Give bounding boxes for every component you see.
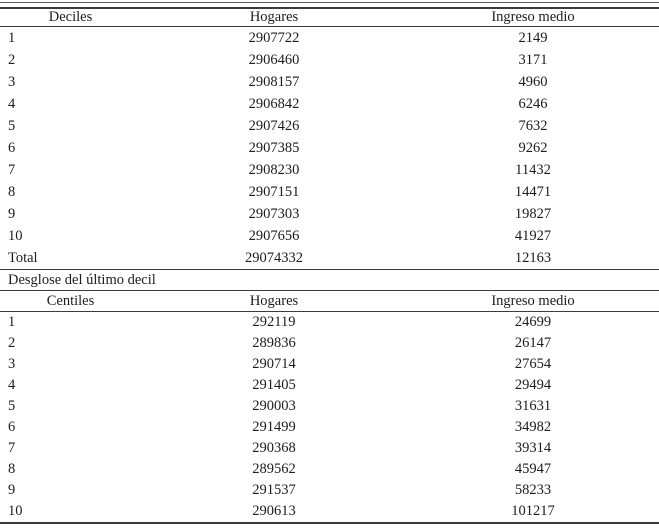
row-label: 5	[8, 398, 16, 414]
row-label: 4	[8, 95, 16, 112]
row-label: 7	[8, 161, 16, 178]
ingreso-medio-value: 29494	[514, 377, 552, 393]
hogares-value: 2908157	[248, 73, 300, 90]
table-row: 6 291499 34982	[0, 417, 659, 438]
hogares-value: 2907426	[248, 117, 300, 134]
row-label: 2	[8, 51, 16, 68]
ingreso-medio-value: 7632	[518, 117, 548, 134]
centiles-column-header: Centiles	[0, 291, 141, 312]
ingreso-medio-value: 12163	[407, 247, 659, 270]
table-row: 7 290368 39314	[0, 438, 659, 459]
ingreso-medio-value: 4960	[518, 73, 548, 90]
table-row: 7 2908230 11432	[0, 159, 659, 181]
hogares-value: 2907722	[248, 29, 300, 46]
table-row: 2 289836 26147	[0, 333, 659, 354]
table-row: 5 290003 31631	[0, 396, 659, 417]
ingreso-medio-value: 3171	[518, 51, 548, 68]
hogares-value: 290714	[252, 356, 296, 372]
table-row: 1 292119 24699	[0, 312, 659, 334]
table-row: 1 2907722 2149	[0, 27, 659, 50]
hogares-value: 2906460	[248, 51, 300, 68]
table-row: 2 2906460 3171	[0, 49, 659, 71]
ingreso-medio-value: 2149	[518, 29, 548, 46]
hogares-column-header: Hogares	[141, 8, 407, 27]
ingreso-medio-column-header: Ingreso medio	[407, 8, 659, 27]
row-label: Total	[0, 247, 141, 270]
hogares-value: 290003	[252, 398, 296, 414]
hogares-value: 2907656	[248, 227, 300, 244]
hogares-column-header: Hogares	[141, 291, 407, 312]
hogares-value: 2907151	[248, 183, 300, 200]
hogares-value: 292119	[252, 314, 296, 330]
table-row: 6 2907385 9262	[0, 137, 659, 159]
row-label: 3	[8, 356, 16, 372]
hogares-value: 289836	[252, 335, 296, 351]
hogares-value: 291405	[252, 377, 296, 393]
centiles-header-row: Centiles Hogares Ingreso medio	[0, 291, 659, 312]
row-label: 7	[8, 440, 16, 456]
ingreso-medio-value: 101217	[511, 503, 555, 519]
deciles-header-row: Deciles Hogares Ingreso medio	[0, 8, 659, 27]
ingreso-medio-value: 14471	[514, 183, 552, 200]
hogares-value: 290613	[252, 503, 296, 519]
ingreso-medio-value: 6246	[518, 95, 548, 112]
hogares-value: 2906842	[248, 95, 300, 112]
row-label: 10	[8, 227, 23, 244]
table-row: Total 29074332 12163	[0, 247, 659, 270]
hogares-value: 29074332	[141, 247, 407, 270]
table-row: 3 290714 27654	[0, 354, 659, 375]
row-label: 10	[8, 503, 23, 519]
table-row: 10 290613 101217	[0, 501, 659, 523]
ingreso-medio-value: 45947	[514, 461, 552, 477]
table-row: 9 291537 58233	[0, 480, 659, 501]
table-row: 4 2906842 6246	[0, 93, 659, 115]
centiles-table: Centiles Hogares Ingreso medio 1 292119 24…	[0, 291, 659, 524]
ingreso-medio-value: 27654	[514, 356, 552, 372]
breakdown-section-title: Desglose del último decil	[0, 270, 659, 291]
ingreso-medio-value: 9262	[518, 139, 548, 156]
ingreso-medio-value: 26147	[514, 335, 552, 351]
ingreso-medio-value: 24699	[514, 314, 552, 330]
row-label: 9	[8, 205, 16, 222]
hogares-value: 290368	[252, 440, 296, 456]
row-label: 4	[8, 377, 16, 393]
ingreso-medio-value: 39314	[514, 440, 552, 456]
ingreso-medio-value: 34982	[514, 419, 552, 435]
table-row: 9 2907303 19827	[0, 203, 659, 225]
deciles-table: Deciles Hogares Ingreso medio 1 2907722 21…	[0, 7, 659, 270]
deciles-column-header: Deciles	[0, 8, 141, 27]
row-label: 5	[8, 117, 16, 134]
table-row: 3 2908157 4960	[0, 71, 659, 93]
row-label: 3	[8, 73, 16, 90]
table-row: 4 291405 29494	[0, 375, 659, 396]
table-row: 10 2907656 41927	[0, 225, 659, 247]
table-row: 8 2907151 14471	[0, 181, 659, 203]
top-rule	[0, 2, 659, 3]
ingreso-medio-value: 11432	[515, 161, 551, 178]
row-label: 8	[8, 183, 16, 200]
ingreso-medio-value: 58233	[514, 482, 552, 498]
hogares-value: 289562	[252, 461, 296, 477]
ingreso-medio-value: 41927	[514, 227, 552, 244]
table-row: 5 2907426 7632	[0, 115, 659, 137]
hogares-value: 291499	[252, 419, 296, 435]
ingreso-medio-column-header: Ingreso medio	[407, 291, 659, 312]
row-label: 2	[8, 335, 16, 351]
hogares-value: 2907385	[248, 139, 300, 156]
table-row: 8 289562 45947	[0, 459, 659, 480]
row-label: 8	[8, 461, 16, 477]
row-label: 6	[8, 139, 16, 156]
row-label: 1	[8, 29, 16, 46]
hogares-value: 291537	[252, 482, 296, 498]
hogares-value: 2907303	[248, 205, 300, 222]
row-label: 1	[8, 314, 16, 330]
hogares-value: 2908230	[248, 161, 300, 178]
ingreso-medio-value: 19827	[514, 205, 552, 222]
ingreso-medio-value: 31631	[514, 398, 552, 414]
row-label: 6	[8, 419, 16, 435]
row-label: 9	[8, 482, 16, 498]
